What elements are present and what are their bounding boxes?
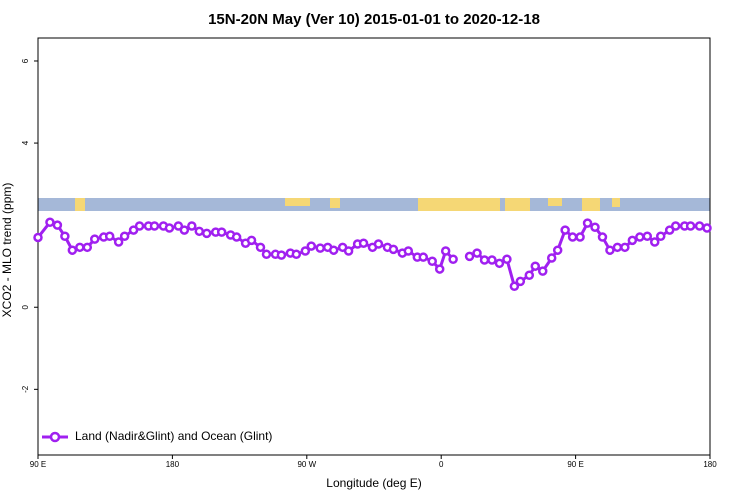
data-point xyxy=(231,232,242,242)
data-point xyxy=(664,225,675,235)
data-point xyxy=(179,225,190,235)
data-point xyxy=(620,242,630,253)
x-tick-label: 180 xyxy=(166,460,180,469)
data-point xyxy=(434,264,445,274)
data-point xyxy=(427,256,437,267)
data-point xyxy=(560,225,570,235)
legend: Land (Nadir&Glint) and Ocean (Glint) xyxy=(42,429,272,443)
data-point xyxy=(276,250,287,260)
data-point xyxy=(582,218,593,228)
data-point xyxy=(149,221,160,231)
data-point xyxy=(590,222,600,232)
land-strip xyxy=(75,198,620,211)
data-point xyxy=(128,225,139,235)
data-point xyxy=(642,231,653,241)
data-point xyxy=(448,254,458,264)
data-point xyxy=(291,249,302,260)
data-point xyxy=(487,255,497,265)
data-point xyxy=(315,243,325,253)
x-tick-label: 90 E xyxy=(30,460,46,469)
y-axis-label: XCO2 - MLO trend (ppm) xyxy=(0,183,14,318)
data-point xyxy=(75,242,85,253)
data-point xyxy=(605,245,615,255)
data-point xyxy=(60,231,70,241)
data-point xyxy=(655,231,666,241)
x-tick-label: 90 W xyxy=(297,460,316,469)
data-point xyxy=(104,231,115,241)
data-point xyxy=(537,266,548,276)
legend-label: Land (Nadir&Glint) and Ocean (Glint) xyxy=(75,429,272,443)
data-point xyxy=(306,241,317,251)
data-point xyxy=(119,231,130,241)
data-point xyxy=(201,228,212,239)
data-point xyxy=(670,221,681,231)
x-tick-label: 0 xyxy=(439,460,444,469)
data-point xyxy=(685,221,696,231)
data-point xyxy=(418,252,429,262)
data-point xyxy=(479,255,490,265)
data-point xyxy=(67,245,78,255)
data-point xyxy=(612,242,623,253)
data-point xyxy=(464,251,475,262)
data-point xyxy=(373,239,384,249)
data-point xyxy=(82,242,93,253)
data-point xyxy=(45,217,55,228)
data-point xyxy=(173,221,184,231)
data-point xyxy=(216,227,227,237)
data-point xyxy=(261,249,272,260)
data-point xyxy=(440,246,451,256)
data-point xyxy=(403,246,414,256)
data-point xyxy=(164,223,175,233)
data-point xyxy=(246,235,257,246)
data-point xyxy=(358,238,369,248)
data-point xyxy=(694,221,705,231)
data-point xyxy=(494,258,505,269)
data-point xyxy=(52,220,63,230)
data-point xyxy=(113,237,124,247)
data-point xyxy=(627,235,638,246)
data-point xyxy=(515,276,526,287)
data-point xyxy=(546,253,557,263)
y-tick-label: 4 xyxy=(21,140,30,145)
x-tick-label: 90 E xyxy=(567,460,583,469)
data-point xyxy=(194,226,205,237)
data-point xyxy=(388,244,399,255)
data-point xyxy=(33,232,43,243)
data-point xyxy=(635,232,645,242)
x-axis-label: Longitude (deg E) xyxy=(326,476,421,490)
data-point xyxy=(524,270,535,280)
data-point xyxy=(502,254,512,264)
data-point xyxy=(509,281,520,292)
y-tick-label: 0 xyxy=(21,304,30,309)
data-point xyxy=(472,248,482,258)
data-point xyxy=(575,232,585,242)
map-strip xyxy=(38,198,710,211)
data-point xyxy=(530,261,541,271)
data-point xyxy=(187,221,197,231)
data-point xyxy=(343,246,354,256)
chart-title: 15N-20N May (Ver 10) 2015-01-01 to 2020-… xyxy=(208,11,540,28)
y-tick-label: -2 xyxy=(21,385,30,393)
data-point xyxy=(134,221,145,231)
y-tick-label: 6 xyxy=(21,58,30,63)
data-point xyxy=(255,242,266,253)
plot-frame xyxy=(37,37,711,456)
data-point xyxy=(300,246,311,256)
x-tick-label: 180 xyxy=(703,460,717,469)
data-point xyxy=(702,223,712,233)
data-point xyxy=(649,237,660,247)
data-point xyxy=(328,245,339,255)
legend-marker xyxy=(49,431,61,443)
data-point xyxy=(552,245,563,255)
data-point xyxy=(567,232,578,242)
data-point xyxy=(89,234,100,244)
data-point xyxy=(597,232,608,242)
